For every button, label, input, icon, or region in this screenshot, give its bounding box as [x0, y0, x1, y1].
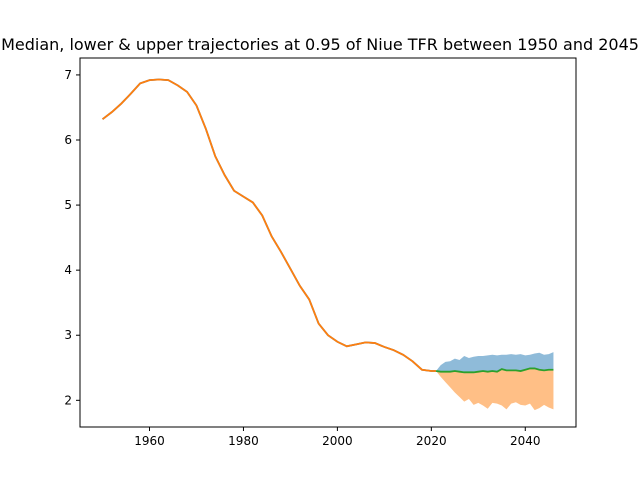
series-lines [102, 78, 554, 374]
x-tick-label: 1960 [134, 434, 165, 448]
x-tick-label: 2000 [322, 434, 353, 448]
y-axis: 2 3 4 5 6 7 [64, 68, 80, 407]
historical-line [102, 78, 437, 372]
x-axis: 1960 1980 2000 2020 2040 [134, 427, 541, 448]
confidence-bands [436, 352, 554, 411]
chart-title: Median, lower & upper trajectories at 0.… [1, 35, 639, 54]
y-tick-label: 2 [64, 393, 72, 407]
median-line [435, 367, 554, 374]
y-tick-label: 7 [64, 68, 72, 82]
x-tick-label: 1980 [228, 434, 259, 448]
plot-frame [79, 57, 577, 428]
upper-band-area [436, 352, 554, 373]
y-tick-label: 6 [64, 133, 72, 147]
x-tick-label: 2020 [416, 434, 447, 448]
historical-overlay-line [102, 78, 437, 372]
x-tick-label: 2040 [510, 434, 541, 448]
y-tick-label: 4 [64, 263, 72, 277]
lower-band-area [436, 368, 554, 411]
y-tick-label: 5 [64, 198, 72, 212]
y-tick-label: 3 [64, 328, 72, 342]
